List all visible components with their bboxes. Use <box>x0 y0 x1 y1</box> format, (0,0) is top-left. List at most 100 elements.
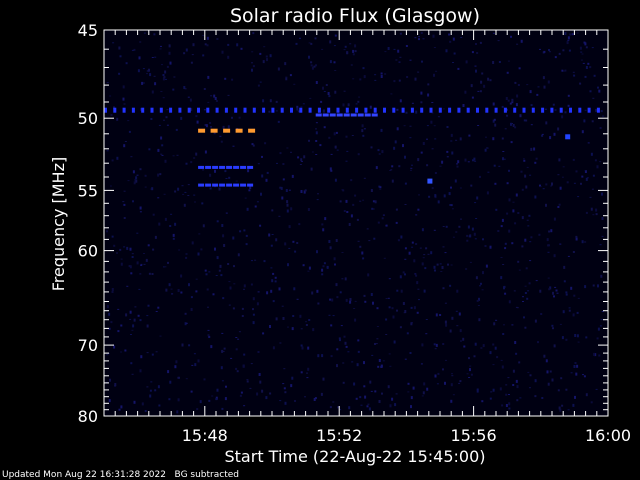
band-segment <box>252 107 256 113</box>
band-segment <box>343 113 350 117</box>
band-segment <box>198 128 206 133</box>
y-axis-label: Frequency [MHz] <box>49 157 68 291</box>
emission-band-0 <box>104 107 600 113</box>
band-segment <box>205 183 212 187</box>
band-segment <box>541 107 545 113</box>
band-segment <box>373 107 377 113</box>
band-segment <box>141 107 145 113</box>
y-tick-label: 55 <box>78 181 98 200</box>
band-segment <box>466 107 470 113</box>
band-segment <box>448 107 452 113</box>
band-segment <box>438 107 442 113</box>
band-segment <box>327 107 331 113</box>
band-segment <box>198 183 205 187</box>
emission-spot <box>565 134 571 140</box>
x-tick-label: 15:56 <box>451 426 497 445</box>
band-segment <box>240 183 247 187</box>
band-segment <box>206 107 210 113</box>
emission-band-3 <box>198 165 254 169</box>
band-segment <box>578 107 582 113</box>
band-segment <box>150 107 154 113</box>
band-segment <box>113 107 117 113</box>
band-segment <box>401 107 405 113</box>
band-segment <box>299 107 303 113</box>
band-segment <box>226 165 233 169</box>
band-segment <box>187 107 191 113</box>
band-segment <box>494 107 498 113</box>
band-segment <box>262 107 266 113</box>
band-segment <box>247 183 254 187</box>
band-segment <box>212 183 219 187</box>
band-segment <box>503 107 507 113</box>
band-segment <box>410 107 414 113</box>
band-segment <box>248 128 256 133</box>
band-segment <box>198 165 205 169</box>
band-segment <box>476 107 479 113</box>
band-segment <box>485 107 489 113</box>
band-segment <box>315 113 322 117</box>
band-segment <box>357 113 364 117</box>
band-segment <box>569 107 572 113</box>
band-segment <box>178 107 182 113</box>
band-segment <box>226 183 233 187</box>
band-segment <box>205 165 212 169</box>
band-segment <box>364 113 371 117</box>
band-segment <box>371 113 378 117</box>
axes: 45 50 55 60 70 80 15:48 15:52 15:56 16:00 <box>78 21 631 445</box>
band-segment <box>317 107 321 113</box>
y-tick-label: 80 <box>78 407 98 426</box>
x-tick-label: 15:48 <box>182 426 228 445</box>
band-segment <box>336 107 340 113</box>
band-segment <box>104 107 107 113</box>
background-noise <box>106 32 605 414</box>
plot-frame <box>103 29 609 417</box>
y-tick-label: 60 <box>78 242 98 261</box>
band-segment <box>210 128 218 133</box>
y-tick-label: 45 <box>78 21 98 40</box>
band-segment <box>235 128 243 133</box>
band-segment <box>240 165 247 169</box>
band-segment <box>559 107 563 113</box>
band-segment <box>364 107 368 113</box>
band-segment <box>159 107 163 113</box>
band-segment <box>233 183 240 187</box>
band-segment <box>215 107 219 113</box>
band-segment <box>308 107 312 113</box>
x-axis-label: Start Time (22-Aug-22 15:45:00) <box>225 447 486 466</box>
band-segment <box>522 107 526 113</box>
plot-area <box>104 30 608 416</box>
band-segment <box>531 107 535 113</box>
band-segment <box>336 113 343 117</box>
spectrogram-background <box>104 30 608 416</box>
band-segment <box>513 107 517 113</box>
band-segment <box>322 113 329 117</box>
band-segment <box>596 107 600 113</box>
band-segment <box>350 113 357 117</box>
emission-spot <box>427 178 433 184</box>
footer-note: BG subtracted <box>174 470 239 480</box>
band-segment <box>355 107 359 113</box>
band-segment <box>219 183 226 187</box>
y-tick-label: 70 <box>78 336 98 355</box>
x-tick-label: 15:52 <box>316 426 362 445</box>
band-segment <box>224 107 228 113</box>
emission-band-4 <box>198 183 254 187</box>
band-segment <box>280 107 284 113</box>
band-segment <box>587 107 591 113</box>
x-tick-label: 16:00 <box>585 426 631 445</box>
band-segment <box>233 165 240 169</box>
band-segment <box>290 107 293 113</box>
chart-title: Solar radio Flux (Glasgow) <box>230 5 480 27</box>
band-segment <box>420 107 424 113</box>
band-segment <box>223 128 231 133</box>
band-segment <box>197 107 200 113</box>
band-segment <box>122 107 126 113</box>
band-segment <box>247 165 254 169</box>
y-tick-label: 50 <box>78 109 98 128</box>
band-segment <box>392 107 396 113</box>
emission-band-2 <box>198 128 256 133</box>
band-segment <box>329 113 336 117</box>
band-segment <box>345 107 349 113</box>
band-segment <box>383 107 386 113</box>
